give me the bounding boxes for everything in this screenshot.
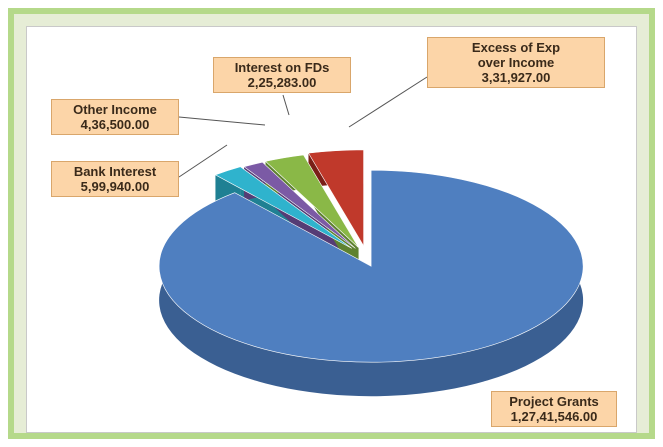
leader-other-income xyxy=(178,116,266,126)
value-excess-of-exp: 3,31,927.00 xyxy=(481,70,551,85)
pie-tops xyxy=(158,149,584,363)
label-excess-of-exp-line2: over Income xyxy=(477,55,555,70)
label-excess-of-exp-line1: Excess of Exp xyxy=(471,40,561,55)
label-project-grants: Project Grants xyxy=(509,394,599,409)
leader-interest-on-fds xyxy=(282,94,290,116)
value-interest-on-fds: 2,25,283.00 xyxy=(247,75,317,90)
chart-panel: Interest on FDs 2,25,283.00 Excess of Ex… xyxy=(8,8,655,439)
callout-project-grants: Project Grants 1,27,41,546.00 xyxy=(491,391,617,427)
label-interest-on-fds: Interest on FDs xyxy=(234,60,330,75)
slice-interest-on-fds xyxy=(243,161,356,249)
value-other-income: 4,36,500.00 xyxy=(80,117,150,132)
slice-excess-of-exp-over-income xyxy=(214,166,352,249)
callout-bank-interest: Bank Interest 5,99,940.00 xyxy=(51,161,179,197)
pie-chart xyxy=(158,76,584,397)
label-bank-interest: Bank Interest xyxy=(73,164,157,179)
value-bank-interest: 5,99,940.00 xyxy=(80,179,150,194)
callout-interest-on-fds: Interest on FDs 2,25,283.00 xyxy=(213,57,351,93)
slice-project-grants xyxy=(158,169,584,363)
label-other-income: Other Income xyxy=(73,102,157,117)
value-project-grants: 1,27,41,546.00 xyxy=(510,409,598,424)
slice-bank-interest xyxy=(307,149,364,247)
callout-excess-of-exp: Excess of Exp over Income 3,31,927.00 xyxy=(427,37,605,88)
callout-other-income: Other Income 4,36,500.00 xyxy=(51,99,179,135)
leader-bank-interest xyxy=(178,144,228,178)
chart-area: Interest on FDs 2,25,283.00 Excess of Ex… xyxy=(26,26,637,433)
slice-other-income xyxy=(264,154,359,248)
leader-excess-of-exp xyxy=(348,76,428,128)
